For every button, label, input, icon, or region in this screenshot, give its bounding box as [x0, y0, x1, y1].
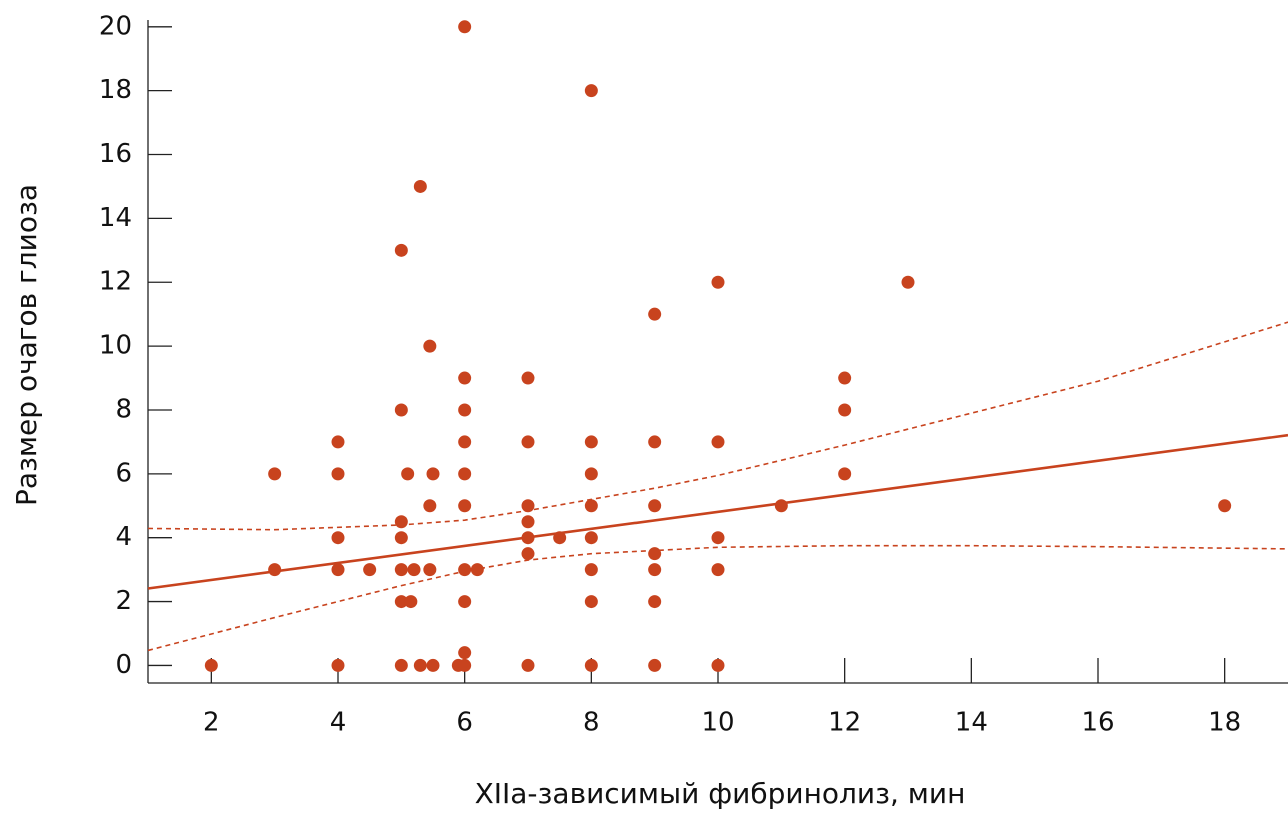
point [648, 563, 662, 577]
point [413, 179, 427, 193]
y-tick-label: 8 [115, 394, 132, 424]
point [423, 339, 437, 353]
point [394, 243, 408, 257]
point [838, 467, 852, 481]
point [648, 499, 662, 513]
point [458, 563, 472, 577]
y-tick-label: 6 [115, 458, 132, 488]
point [711, 435, 725, 449]
point [401, 467, 415, 481]
point [648, 658, 662, 672]
point [268, 563, 282, 577]
point [648, 435, 662, 449]
point [521, 531, 535, 545]
point [521, 371, 535, 385]
confidence-band [147, 321, 1288, 531]
point [584, 467, 598, 481]
x-tick-label: 10 [701, 708, 734, 738]
point [521, 499, 535, 513]
point [413, 658, 427, 672]
point [458, 435, 472, 449]
x-tick-label: 18 [1208, 708, 1241, 738]
point [394, 515, 408, 529]
point [268, 467, 282, 481]
point [458, 658, 472, 672]
point [711, 275, 725, 289]
y-tick-label: 0 [115, 650, 132, 680]
point [331, 467, 345, 481]
y-tick-label: 14 [99, 203, 132, 233]
point [423, 563, 437, 577]
point [458, 646, 472, 660]
point [394, 595, 408, 609]
point [204, 658, 218, 672]
point [394, 403, 408, 417]
point [584, 563, 598, 577]
point [404, 595, 418, 609]
point [838, 371, 852, 385]
point [1218, 499, 1232, 513]
x-tick-label: 4 [330, 708, 347, 738]
point [331, 563, 345, 577]
point [394, 563, 408, 577]
point [363, 563, 377, 577]
y-tick-label: 20 [99, 11, 132, 41]
point [553, 531, 567, 545]
x-tick-label: 6 [456, 708, 473, 738]
point [394, 531, 408, 545]
y-tick-label: 12 [99, 267, 132, 297]
y-tick-label: 2 [115, 586, 132, 616]
point [394, 658, 408, 672]
y-tick-label: 18 [99, 75, 132, 105]
point [711, 658, 725, 672]
point [458, 20, 472, 34]
point [584, 658, 598, 672]
point [426, 658, 440, 672]
point [521, 435, 535, 449]
y-tick-label: 16 [99, 139, 132, 169]
point [521, 547, 535, 561]
point [584, 595, 598, 609]
x-tick-label: 14 [955, 708, 988, 738]
point [584, 531, 598, 545]
point [711, 531, 725, 545]
point [458, 467, 472, 481]
point [648, 595, 662, 609]
y-tick-label: 10 [99, 331, 132, 361]
y-tick-label: 4 [115, 522, 132, 552]
x-tick-label: 16 [1081, 708, 1114, 738]
point [458, 595, 472, 609]
point [521, 515, 535, 529]
point [774, 499, 788, 513]
y-axis-title: Размер очагов глиоза [10, 184, 43, 506]
point [470, 563, 484, 577]
point [423, 499, 437, 513]
x-tick-label: 2 [203, 708, 220, 738]
confidence-band [147, 544, 1288, 652]
point [648, 307, 662, 321]
point [901, 275, 915, 289]
point [331, 658, 345, 672]
regression-line [147, 433, 1288, 590]
point [521, 658, 535, 672]
x-tick-label: 8 [583, 708, 600, 738]
point [584, 499, 598, 513]
point [426, 467, 440, 481]
point [458, 371, 472, 385]
point [458, 403, 472, 417]
point [331, 435, 345, 449]
x-axis-title: XIIa-зависимый фибринолиз, мин [475, 777, 966, 810]
point [584, 84, 598, 98]
x-tick-label: 12 [828, 708, 861, 738]
point [407, 563, 421, 577]
point [648, 547, 662, 561]
point [838, 403, 852, 417]
point [458, 499, 472, 513]
point [331, 531, 345, 545]
point [584, 435, 598, 449]
point [711, 563, 725, 577]
